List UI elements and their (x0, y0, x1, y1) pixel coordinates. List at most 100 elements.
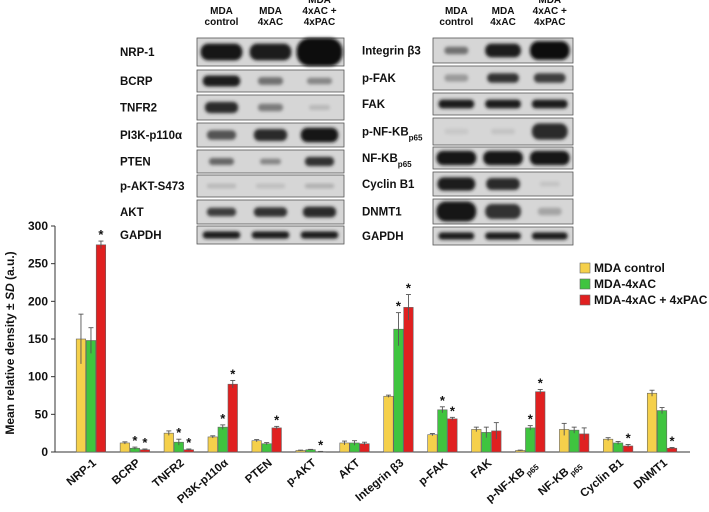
x-tick-label: FAK (469, 457, 495, 481)
significance-marker: * (538, 375, 544, 390)
blot-band (304, 156, 335, 167)
blot-band (296, 38, 343, 66)
significance-marker: * (132, 433, 138, 448)
bar (471, 429, 482, 453)
blot-band (533, 73, 566, 83)
blot-band (485, 99, 521, 109)
significance-marker: * (626, 430, 632, 445)
significance-marker: * (450, 403, 456, 418)
y-tick-label: 300 (28, 219, 48, 233)
blot-row-label: Cyclin B1 (362, 179, 415, 191)
blot-column-header: MDA control (439, 6, 473, 28)
blot-band (206, 183, 237, 189)
bar (427, 434, 438, 453)
significance-marker: * (274, 412, 280, 427)
significance-marker: * (220, 411, 226, 426)
blot-row-label: NF-ΚBp65 (362, 153, 412, 169)
bar (227, 383, 238, 453)
blot-band (444, 74, 469, 82)
blot-row-label: TNFR2 (120, 103, 157, 115)
bar (261, 443, 272, 453)
blot-column-header: MDA 4xAC (490, 6, 516, 28)
bar (525, 427, 536, 453)
blot-band (485, 232, 521, 240)
blot-row-label: Integrin β3 (362, 46, 421, 58)
blot-band (200, 43, 243, 61)
blot-band (438, 99, 475, 109)
blot-band (539, 181, 560, 187)
bar (535, 391, 546, 453)
significance-marker: * (186, 435, 192, 450)
blot-row-label: DNMT1 (362, 207, 402, 219)
x-tick-label: AKT (337, 457, 363, 481)
blot-band (529, 41, 570, 60)
bar (403, 307, 414, 453)
blot-band (251, 231, 290, 239)
x-tick-label: BCRP (110, 457, 143, 487)
blot-column-header: MDA control (205, 6, 239, 28)
x-tick-label: PTEN (243, 457, 274, 486)
western-blot-panel-left: MDA control MDA 4xAC MDA 4xAC +4xPAC NRP-1 BCRP… (120, 0, 345, 245)
blot-band (255, 183, 286, 189)
bar (383, 395, 394, 453)
y-tick-label: 150 (28, 332, 48, 346)
blot-band (300, 127, 339, 143)
x-tick-label: p-AKT (284, 457, 318, 488)
legend-swatch (579, 278, 591, 290)
significance-marker: * (176, 425, 182, 440)
blot-band (307, 77, 332, 85)
x-tick-label: p-FAK (417, 457, 451, 488)
x-tick-label: Integrin β3 (354, 457, 407, 504)
blot-row-label: NRP-1 (120, 47, 155, 59)
legend-label: MDA-4xAC + 4xPAC (594, 293, 708, 307)
blot-column-header: MDA 4xAC (258, 6, 284, 28)
blot-band (253, 129, 288, 141)
blot-band (485, 43, 521, 58)
blot-band (438, 232, 475, 240)
blot-band (487, 73, 519, 83)
legend-label: MDA control (594, 261, 665, 275)
blot-row-label: p-AKT-S473 (120, 181, 185, 193)
blot-band (202, 75, 241, 87)
blot-band (206, 130, 237, 140)
bar (393, 328, 404, 453)
blot-band (304, 183, 335, 189)
bar (271, 427, 282, 453)
blot-band (485, 204, 521, 219)
blot-band (253, 207, 288, 217)
bar-chart: 0 50 100 150 200 250 300 Mean relative density … (3, 219, 690, 506)
y-tick-label: 250 (28, 257, 48, 271)
blot-band (483, 150, 523, 166)
significance-marker: * (98, 227, 104, 242)
significance-marker: * (396, 299, 402, 314)
x-tick-label: NRP-1 (65, 457, 100, 489)
bar (163, 432, 174, 453)
bar (85, 340, 97, 453)
x-tick-label: TNFR2 (151, 457, 187, 490)
blot-band (531, 232, 568, 240)
y-axis-label: Mean relative density ± SD (a.u.) (3, 251, 17, 434)
blot-band (204, 101, 239, 114)
blot-row-label: p-FAK (362, 73, 397, 85)
blot-row-label: p-NF-ΚBp65 (362, 127, 423, 143)
blot-band (491, 128, 515, 135)
blot-band (531, 99, 568, 109)
blot-band (260, 158, 281, 165)
blot-band (529, 150, 570, 166)
legend-swatch (579, 262, 591, 274)
blot-row-label: PI3K-p110α (120, 130, 182, 142)
blot-band (206, 207, 237, 217)
significance-marker: * (142, 435, 148, 450)
y-tick-label: 50 (35, 407, 49, 421)
significance-marker: * (440, 393, 446, 408)
legend-swatch (579, 294, 591, 306)
blot-band (444, 128, 469, 135)
y-tick-label: 200 (28, 294, 48, 308)
significance-marker: * (230, 366, 236, 381)
blot-band (209, 158, 234, 165)
blot-band (537, 207, 562, 216)
blot-band (249, 43, 292, 61)
y-tick-label: 0 (41, 445, 48, 459)
bar (119, 442, 130, 453)
